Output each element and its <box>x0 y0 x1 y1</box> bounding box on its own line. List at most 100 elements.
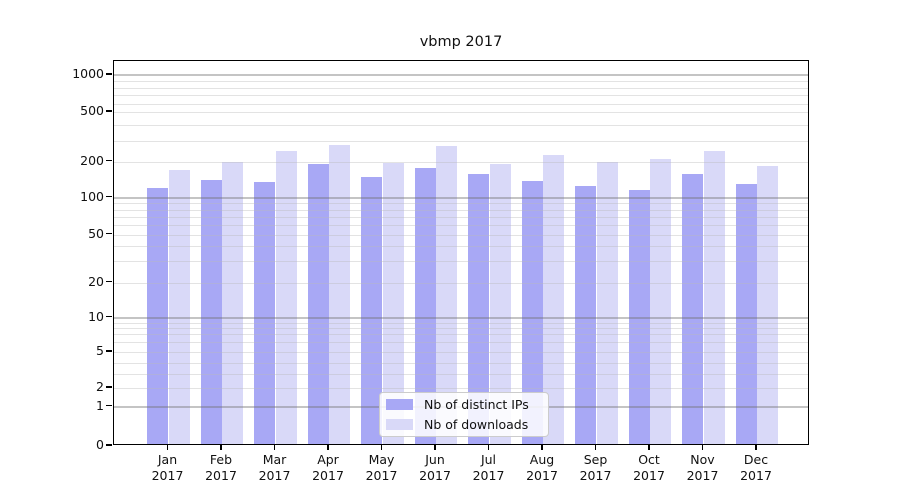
minor-gridline <box>114 161 808 163</box>
x-tick-mark <box>434 445 436 450</box>
minor-gridline <box>114 234 808 236</box>
y-tick-mark <box>106 195 112 198</box>
bar-distinct-ips <box>200 179 222 444</box>
y-tick-label: 1 <box>96 397 104 413</box>
y-tick-label: 2 <box>96 379 104 394</box>
minor-gridline <box>114 362 808 364</box>
y-tick-mark <box>106 444 112 446</box>
bar-distinct-ips <box>468 174 490 444</box>
minor-gridline <box>114 246 808 247</box>
x-tick-mark <box>487 445 490 450</box>
bar-distinct-ips <box>628 190 650 444</box>
bar-distinct-ips <box>575 185 597 444</box>
minor-gridline <box>114 103 808 105</box>
x-tick-label: Jun 2017 <box>419 452 451 483</box>
minor-gridline <box>114 327 808 329</box>
minor-gridline <box>114 141 808 142</box>
x-tick-mark <box>701 445 704 450</box>
bar-distinct-ips <box>682 174 704 444</box>
legend-item-downloads: Nb of downloads <box>386 417 542 432</box>
bar-downloads <box>329 145 351 444</box>
minor-gridline <box>114 373 808 375</box>
y-tick-label: 200 <box>80 152 104 168</box>
x-tick-mark <box>327 445 329 450</box>
bar-distinct-ips <box>521 181 543 444</box>
y-tick-label: 100 <box>80 188 104 204</box>
bar-distinct-ips <box>254 181 276 444</box>
x-tick-mark <box>541 445 543 450</box>
bars-layer <box>114 61 808 444</box>
x-tick-mark <box>220 445 222 450</box>
y-tick-mark <box>106 73 112 75</box>
x-tick-mark <box>755 445 757 450</box>
minor-gridline <box>114 352 808 353</box>
x-tick-label: Jan 2017 <box>151 452 184 483</box>
legend-swatch-downloads <box>386 419 413 430</box>
minor-gridline <box>114 88 808 89</box>
bar-downloads <box>543 155 565 444</box>
legend-item-distinct-ips: Nb of distinct IPs <box>386 397 542 412</box>
minor-gridline <box>114 282 808 284</box>
bar-distinct-ips <box>307 164 329 444</box>
x-tick-label: Nov 2017 <box>686 452 719 483</box>
minor-gridline <box>114 322 808 324</box>
x-tick-label: Dec 2017 <box>740 452 772 483</box>
x-tick-mark <box>380 445 383 450</box>
minor-gridline <box>114 216 808 218</box>
y-tick-mark <box>106 386 112 388</box>
minor-gridline <box>114 341 808 343</box>
bar-downloads <box>650 159 672 444</box>
x-tick-mark <box>166 445 169 450</box>
minor-gridline <box>114 81 808 82</box>
bar-downloads <box>596 162 618 444</box>
y-tick-label: 5 <box>96 343 104 358</box>
bar-distinct-ips <box>414 167 436 444</box>
x-tick-mark <box>648 445 650 450</box>
minor-gridline <box>114 125 808 126</box>
x-tick-label: Apr 2017 <box>312 452 344 483</box>
bar-downloads <box>222 162 244 444</box>
minor-gridline <box>114 209 808 211</box>
minor-gridline <box>114 95 808 96</box>
y-tick-mark <box>106 159 112 162</box>
bar-downloads <box>757 165 779 444</box>
bar-downloads <box>275 151 297 444</box>
y-tick-mark <box>106 232 112 235</box>
major-gridline <box>114 74 808 76</box>
minor-gridline <box>114 388 808 389</box>
minor-gridline <box>114 224 808 226</box>
x-tick-mark <box>594 445 597 450</box>
bar-downloads <box>703 151 725 444</box>
major-gridline <box>114 316 808 319</box>
y-tick-label: 0 <box>96 437 104 452</box>
legend-swatch-distinct-ips <box>386 399 413 410</box>
x-tick-label: Sep 2017 <box>579 452 612 483</box>
y-tick-label: 50 <box>88 225 104 241</box>
bar-distinct-ips <box>147 188 169 444</box>
minor-gridline <box>114 334 808 335</box>
bar-downloads <box>436 145 458 444</box>
bar-distinct-ips <box>361 176 383 444</box>
x-tick-label: May 2017 <box>365 452 398 483</box>
x-tick-label: Oct 2017 <box>633 452 665 483</box>
y-tick-mark <box>106 404 112 407</box>
y-tick-mark <box>106 110 112 112</box>
bar-distinct-ips <box>735 184 757 444</box>
y-tick-label: 10 <box>88 308 104 324</box>
y-tick-label: 20 <box>88 273 104 289</box>
legend: Nb of distinct IPs Nb of downloads <box>379 392 549 437</box>
y-tick-mark <box>106 280 112 283</box>
y-tick-mark <box>106 350 112 352</box>
x-tick-label: Jul 2017 <box>472 452 505 483</box>
chart-title: vbmp 2017 <box>419 34 503 50</box>
y-tick-label: 500 <box>80 103 104 118</box>
x-tick-label: Mar 2017 <box>258 452 291 483</box>
x-tick-label: Feb 2017 <box>205 452 237 483</box>
grid-layer <box>114 61 808 444</box>
x-tick-label: Aug 2017 <box>526 452 558 483</box>
minor-gridline <box>114 203 808 204</box>
minor-gridline <box>114 260 808 262</box>
bar-downloads <box>168 169 190 444</box>
y-tick-mark <box>106 315 112 318</box>
